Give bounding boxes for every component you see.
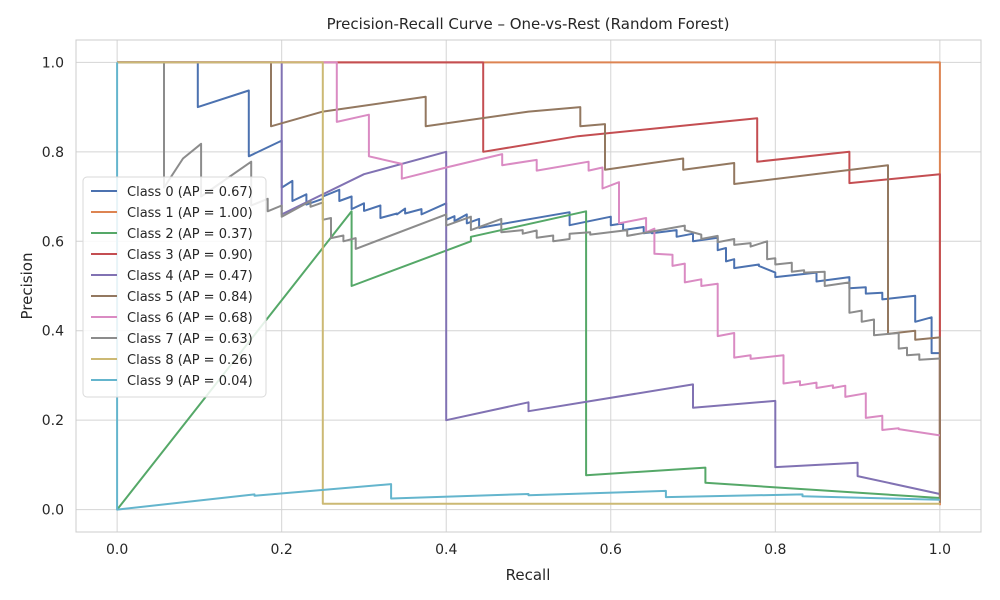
series-line-class-8 (117, 61, 940, 505)
x-axis-label: Recall (506, 566, 551, 584)
legend-label: Class 1 (AP = 1.00) (127, 206, 253, 221)
series-line-class-5 (117, 61, 941, 503)
series-lines (116, 61, 941, 511)
series-line-class-9 (116, 62, 940, 511)
legend-label: Class 3 (AP = 0.90) (127, 248, 253, 263)
y-tick-label: 1.0 (42, 55, 64, 71)
x-tick-label: 0.0 (106, 542, 128, 558)
series-line-class-3 (117, 61, 941, 497)
legend-label: Class 4 (AP = 0.47) (127, 269, 253, 284)
y-tick-label: 0.2 (42, 413, 64, 429)
y-tick-label: 0.6 (42, 234, 64, 250)
legend-label: Class 0 (AP = 0.67) (127, 185, 253, 200)
plot-frame (75, 39, 982, 533)
y-tick-label: 0.8 (42, 145, 64, 161)
x-tick-label: 1.0 (929, 542, 951, 558)
legend-label: Class 6 (AP = 0.68) (127, 311, 253, 326)
legend-label: Class 7 (AP = 0.63) (127, 332, 253, 347)
axis-ticks: 0.0 0.2 0.4 0.6 0.8 1.0 0.0 0.2 0.4 0.6 0.8 1.0 (42, 55, 951, 558)
chart-title: Precision-Recall Curve – One-vs-Rest (Ra… (327, 15, 730, 33)
legend-box (82, 176, 267, 398)
y-tick-label: 0.4 (42, 324, 64, 340)
x-tick-label: 0.4 (435, 542, 457, 558)
y-tick-label: 0.0 (42, 503, 64, 519)
y-axis-label: Precision (18, 253, 36, 320)
series-line-class-7 (117, 61, 940, 361)
x-tick-label: 0.8 (764, 542, 786, 558)
legend-label: Class 9 (AP = 0.04) (127, 374, 253, 389)
legend: Class 0 (AP = 0.67) Class 1 (AP = 1.00) Cl… (82, 176, 267, 398)
series-line-class-6 (117, 61, 941, 437)
legend-label: Class 2 (AP = 0.37) (127, 227, 253, 242)
x-tick-label: 0.2 (271, 542, 293, 558)
series-line-class-2 (116, 210, 940, 511)
x-tick-label: 0.6 (600, 542, 622, 558)
legend-label: Class 5 (AP = 0.84) (127, 290, 253, 305)
legend-label: Class 8 (AP = 0.26) (127, 353, 253, 368)
